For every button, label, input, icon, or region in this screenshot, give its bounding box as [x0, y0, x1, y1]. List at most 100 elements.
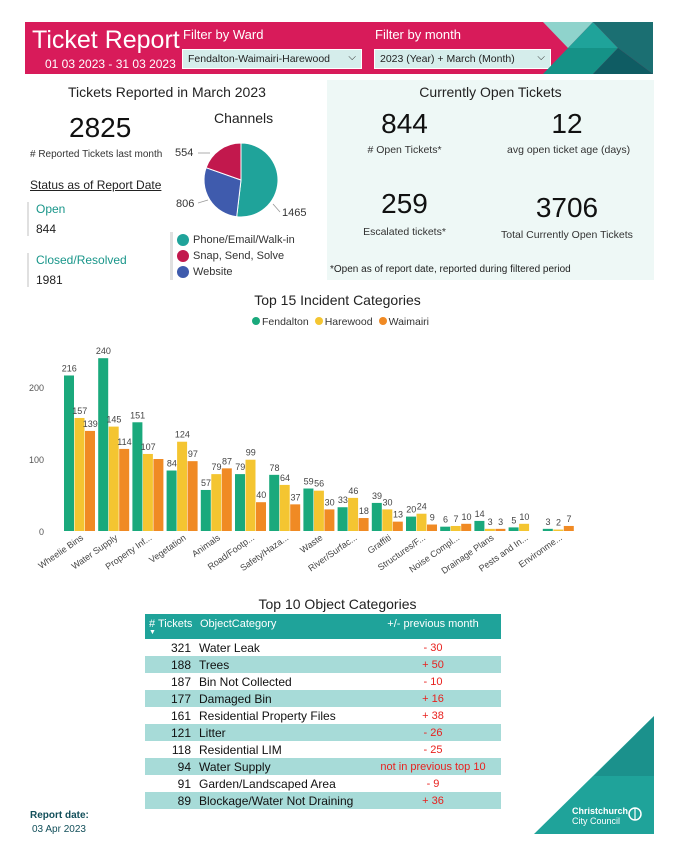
bar-data-label: 40: [256, 490, 266, 500]
bar-waimairi[interactable]: [153, 459, 164, 531]
bar-fendalton[interactable]: [371, 502, 382, 531]
bar-fendalton[interactable]: [200, 489, 211, 531]
status-title: Status as of Report Date: [30, 178, 162, 192]
bar-fendalton[interactable]: [474, 520, 485, 531]
table-row[interactable]: 118 Residential LIM - 25: [145, 741, 501, 758]
legend-item[interactable]: Website: [177, 264, 295, 280]
col-change-header[interactable]: +/- previous month: [387, 618, 479, 630]
bar-waimairi[interactable]: [85, 430, 95, 531]
bar-waimairi[interactable]: [563, 525, 574, 531]
table-header: # Tickets ▼ ObjectCategory +/- previous …: [145, 614, 501, 639]
report-date-range: 01 03 2023 - 31 03 2023: [45, 57, 176, 71]
cell-change: - 9: [426, 777, 440, 790]
bar-data-label: 99: [246, 448, 256, 458]
bar-harewood[interactable]: [142, 453, 153, 531]
table-row[interactable]: 121 Litter - 26: [145, 724, 501, 741]
bar-fendalton[interactable]: [64, 375, 74, 531]
bar-harewood[interactable]: [450, 525, 461, 531]
bar-waimairi[interactable]: [495, 528, 506, 531]
bar-fendalton[interactable]: [337, 507, 348, 531]
table-row[interactable]: 89 Blockage/Water Not Draining + 36: [145, 792, 501, 809]
bar-waimairi[interactable]: [392, 521, 403, 531]
pie-slice-snap-send-solve[interactable]: [205, 142, 242, 181]
ward-filter-dropdown[interactable]: Fendalton-Waimairi-Harewood ⌵: [182, 49, 362, 69]
bar-fendalton[interactable]: [166, 470, 177, 531]
legend-item[interactable]: Snap, Send, Solve: [177, 248, 295, 264]
bar-waimairi[interactable]: [290, 504, 301, 531]
x-tick-label: Waste: [298, 532, 324, 555]
x-tick-label: Vegetation: [147, 532, 188, 565]
bar-harewood[interactable]: [74, 417, 85, 531]
bar-fendalton[interactable]: [406, 516, 416, 531]
legend-label: Website: [193, 266, 233, 278]
bar-harewood[interactable]: [382, 509, 393, 531]
avg-age-value: 12: [551, 108, 583, 139]
ward-filter-label: Filter by Ward: [183, 27, 264, 42]
bar-fendalton[interactable]: [440, 526, 451, 531]
pie-slice-website[interactable]: [203, 167, 242, 218]
bar-fendalton[interactable]: [235, 474, 245, 531]
bar-harewood[interactable]: [484, 528, 495, 531]
total-open-value: 3706: [535, 192, 599, 223]
summary-title: Tickets Reported in March 2023: [68, 84, 266, 100]
bar-waimairi[interactable]: [324, 509, 335, 531]
status-open: Open 844: [27, 202, 65, 236]
bar-waimairi[interactable]: [256, 502, 266, 531]
pie-slice-phone-email-walk-in[interactable]: [236, 142, 279, 218]
cell-change: - 25: [423, 743, 443, 756]
bar-harewood[interactable]: [519, 523, 530, 531]
chevron-down-icon: ⌵: [348, 52, 356, 63]
bar-data-label: 151: [130, 410, 145, 420]
header-decoration: [543, 22, 653, 74]
bar-harewood[interactable]: [108, 426, 119, 531]
table-row[interactable]: 187 Bin Not Collected - 10: [145, 673, 501, 690]
bar-fendalton[interactable]: [269, 474, 280, 531]
table-row[interactable]: 188 Trees + 50: [145, 656, 501, 673]
bar-data-label: 5: [511, 515, 516, 525]
bar-data-label: 30: [325, 497, 335, 507]
chevron-down-icon: ⌵: [537, 52, 545, 63]
col-category-header[interactable]: ObjectCategory: [200, 618, 277, 630]
bar-data-label: 3: [488, 517, 493, 527]
table-row[interactable]: 91 Garden/Landscaped Area - 9: [145, 775, 501, 792]
legend-item[interactable]: Phone/Email/Walk-in: [177, 232, 295, 248]
bar-fendalton[interactable]: [542, 528, 553, 531]
bar-harewood[interactable]: [177, 441, 188, 531]
legend-series-label: Fendalton: [261, 316, 309, 328]
month-filter-dropdown[interactable]: 2023 (Year) + March (Month) ⌵: [374, 49, 551, 69]
bar-waimairi[interactable]: [221, 468, 232, 531]
bar-data-label: 30: [383, 497, 393, 507]
council-logo-triangle: [534, 716, 654, 834]
bar-data-label: 216: [62, 363, 77, 373]
bar-harewood[interactable]: [416, 513, 427, 531]
bar-fendalton[interactable]: [303, 488, 314, 531]
bar-harewood[interactable]: [348, 497, 359, 531]
bar-fendalton[interactable]: [508, 527, 519, 531]
bar-harewood[interactable]: [553, 529, 564, 531]
bar-harewood[interactable]: [313, 490, 324, 531]
bar-fendalton[interactable]: [132, 422, 143, 531]
bar-data-label: 3: [498, 517, 503, 527]
bar-waimairi[interactable]: [187, 461, 198, 531]
bar-harewood[interactable]: [279, 484, 290, 531]
bar-harewood[interactable]: [211, 474, 222, 531]
bar-waimairi[interactable]: [427, 524, 437, 531]
cell-tickets: 121: [170, 725, 191, 740]
table-row[interactable]: 321 Water Leak - 30: [145, 639, 501, 656]
table-row[interactable]: 177 Damaged Bin + 16: [145, 690, 501, 707]
col-tickets-header[interactable]: # Tickets ▼: [145, 614, 195, 639]
cell-tickets: 177: [170, 691, 191, 706]
bar-waimairi[interactable]: [119, 448, 130, 531]
bar-waimairi[interactable]: [358, 518, 369, 531]
bar-harewood[interactable]: [245, 459, 256, 531]
cell-tickets: 188: [170, 657, 191, 672]
channels-pie-chart: 1465 806 554: [175, 142, 306, 219]
bar-fendalton[interactable]: [98, 358, 109, 531]
table-row[interactable]: 94 Water Supply not in previous top 10: [145, 758, 501, 775]
bar-data-label: 97: [188, 449, 198, 459]
bar-waimairi[interactable]: [461, 523, 472, 531]
incident-chart-legend: Fendalton Harewood Waimairi: [0, 316, 675, 328]
table-row[interactable]: 161 Residential Property Files + 38: [145, 707, 501, 724]
bar-data-label: 84: [167, 459, 177, 469]
cell-change: + 16: [422, 692, 444, 705]
